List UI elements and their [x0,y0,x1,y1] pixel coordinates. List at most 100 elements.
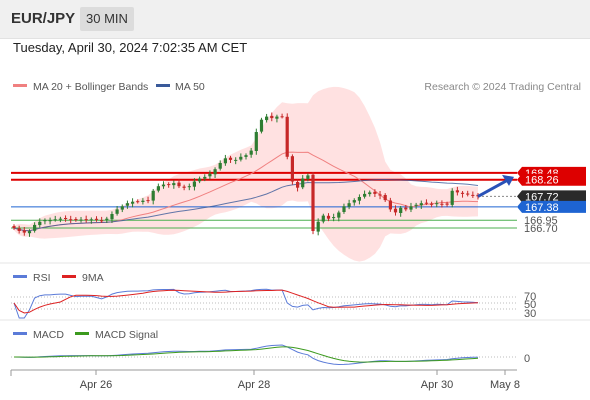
rsi-level-30: 30 [524,308,536,320]
bollinger-legend-swatch [13,84,27,87]
candle-58 [311,172,315,235]
candle-43 [234,157,238,165]
candle-77 [409,202,413,213]
macd-level-0: 0 [524,353,530,365]
candle-39 [213,167,217,178]
rsi-ma-legend-label: 9MA [82,272,104,284]
candle-79 [419,200,423,209]
candle-19 [110,211,114,223]
candle-73 [388,197,392,212]
candle-82 [435,200,439,208]
candle-81 [430,201,434,208]
candle-86 [455,186,459,196]
svg-text:167.38: 167.38 [525,202,559,214]
timeframe-selector[interactable]: 30 MIN [80,7,134,31]
candle-9 [58,216,62,223]
candle-57 [306,173,310,182]
header-bar: EUR/JPY 30 MIN [0,0,590,39]
x-tick-apr30: Apr 30 [421,379,453,391]
candle-63 [337,210,341,222]
candle-76 [404,204,408,212]
candle-3 [27,229,32,237]
candle-46 [249,147,253,158]
candle-11 [69,215,73,224]
candle-27 [151,188,155,205]
candle-17 [100,216,104,224]
candle-68 [363,190,367,199]
candle-24 [136,199,140,204]
candle-50 [270,112,274,122]
candle-36 [198,176,202,184]
candle-55 [296,179,300,192]
macd-signal-legend-swatch [75,332,89,335]
candle-87 [460,190,465,198]
candle-30 [167,182,171,188]
candle-74 [393,205,398,216]
macd-legend-label: MACD [33,329,64,341]
candle-60 [321,213,325,224]
price-tag-167.72: 167.72 [517,190,586,203]
candle-67 [357,194,361,205]
candle-38 [208,170,212,180]
candle-6 [43,218,47,225]
candle-25 [141,198,145,205]
candle-33 [182,184,186,191]
rsi-line [13,288,479,319]
candle-7 [48,217,52,225]
candle-20 [115,205,119,216]
rsi-level-70: 70 [524,291,536,303]
candle-66 [352,198,356,206]
candle-47 [254,128,258,155]
candle-4 [33,222,37,233]
candle-35 [192,178,196,191]
svg-text:166.70: 166.70 [524,223,558,235]
price-tag-166.70: 166.70 [524,223,558,235]
rsi-level-50: 50 [524,299,536,311]
timestamp: Tuesday, April 30, 2024 7:02:35 AM CET [13,40,248,55]
projection-arrow-shaft [477,178,509,198]
candle-62 [332,213,336,222]
candle-22 [125,200,129,209]
candle-10 [64,215,68,222]
price-tag-168.26: 168.26 [517,173,586,187]
candle-88 [466,190,470,197]
candle-29 [161,181,166,189]
instrument-title: EUR/JPY [11,10,76,27]
candle-51 [275,114,279,123]
candle-28 [156,183,160,193]
copyright-text: Research © 2024 Trading Central [424,81,581,93]
ma50-legend-label: MA 50 [175,81,205,93]
candle-48 [259,117,264,134]
candle-65 [347,199,351,210]
candle-49 [265,113,269,123]
candle-61 [326,213,331,222]
candle-31 [172,180,176,189]
candle-54 [290,154,294,185]
candle-42 [228,155,233,163]
svg-text:166.95: 166.95 [524,215,558,227]
candle-85 [450,188,454,208]
candle-69 [368,190,372,197]
candle-84 [445,201,449,207]
price-tag-166.95: 166.95 [524,215,558,227]
candle-56 [301,175,305,190]
macd-legend-swatch [13,332,27,335]
candle-18 [105,216,109,223]
candle-32 [177,179,181,189]
candle-75 [399,205,403,217]
macd-signal-line [14,346,479,363]
candle-70 [373,189,377,198]
candle-12 [74,217,78,222]
x-tick-may8: May 8 [490,379,520,391]
rsi-ma-line [13,289,479,314]
svg-text:167.72: 167.72 [525,191,559,203]
candle-2 [22,227,26,236]
ma50-legend-swatch [156,84,170,87]
candle-59 [316,218,320,236]
candle-41 [223,154,227,166]
candle-83 [440,200,444,208]
candle-64 [342,203,346,214]
candle-34 [187,183,191,191]
